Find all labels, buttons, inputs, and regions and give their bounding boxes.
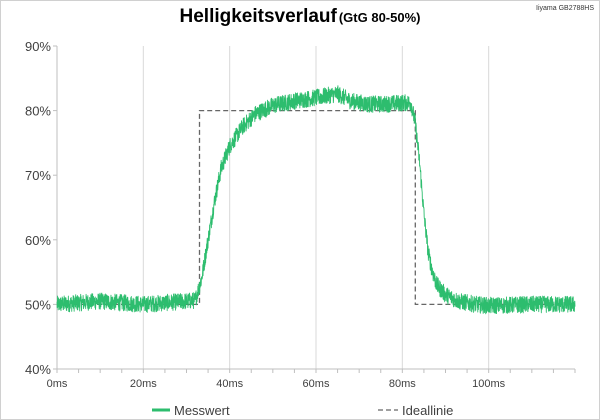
- y-tick-label: 40%: [25, 362, 51, 377]
- y-tick-label: 50%: [25, 297, 51, 312]
- series-layer: [56, 85, 576, 315]
- y-tick-label: 80%: [25, 104, 51, 119]
- y-tick-label: 90%: [25, 39, 51, 54]
- x-tick-label: 40ms: [216, 378, 243, 390]
- x-tick-label: 100ms: [472, 378, 506, 390]
- legend-item-ideallinie: Ideallinie: [378, 401, 453, 419]
- chart-legend: Messwert Ideallinie: [0, 401, 600, 419]
- y-tick-label: 70%: [25, 168, 51, 183]
- legend-item-messwert: Messwert: [152, 401, 230, 419]
- x-tick-label: 60ms: [303, 378, 330, 390]
- chart-subtitle: (GtG 80-50%): [338, 10, 421, 25]
- series-line-ideallinie: [57, 109, 575, 306]
- legend-label-messwert: Messwert: [174, 402, 230, 418]
- legend-swatch-dashed: [378, 409, 398, 411]
- chart-title: Helligkeitsverlauf (GtG 80-50%): [0, 6, 600, 28]
- grid-layer: [142, 46, 490, 369]
- y-tick-label: 60%: [25, 233, 51, 248]
- axis-layer: [53, 45, 576, 373]
- x-tick-label: 0ms: [47, 378, 68, 390]
- x-tick-label: 20ms: [130, 378, 157, 390]
- x-tick-label: 80ms: [389, 378, 416, 390]
- legend-swatch-solid: [152, 408, 170, 412]
- legend-label-ideallinie: Ideallinie: [402, 402, 454, 418]
- series-line-messwert: [56, 85, 576, 315]
- tick-label-layer: 40% 50% 60% 70% 80% 90% 0ms 20ms 40ms 60ms 80ms 100…: [25, 39, 506, 390]
- chart-title-main: Helligkeitsverlauf: [179, 6, 337, 27]
- chart-plot: 40% 50% 60% 70% 80% 90% 0ms 20ms 40ms 60ms 80ms 100…: [25, 39, 576, 390]
- monitor-model-label: Iiyama GB2788HS: [536, 5, 594, 12]
